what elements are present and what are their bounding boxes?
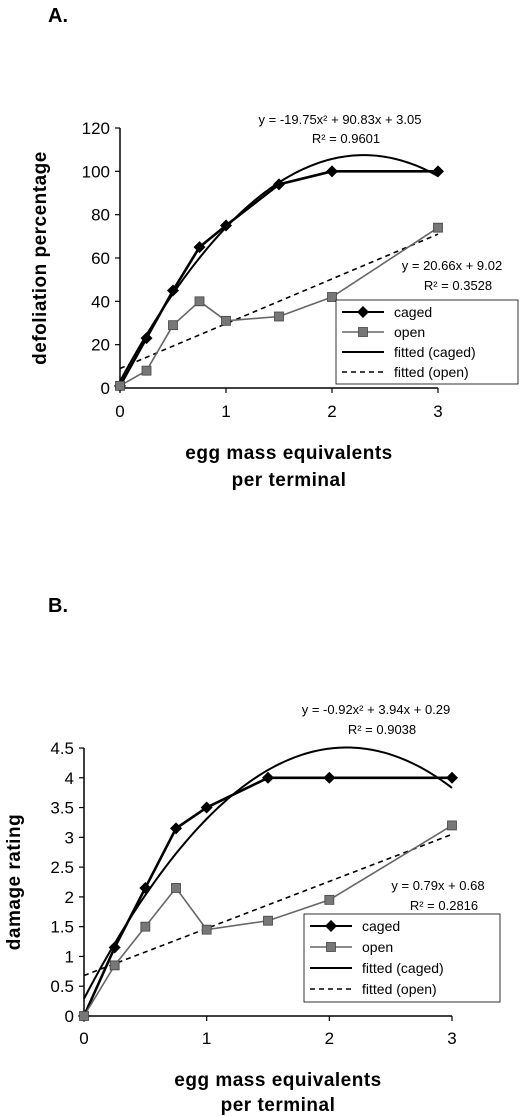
equation-caged: y = -0.92x² + 3.94x + 0.29: [302, 702, 451, 717]
series-open-point: [171, 883, 181, 893]
legend-box: [303, 913, 501, 1003]
legend-label: fitted (caged): [394, 344, 476, 360]
fitted-caged-curve: [83, 746, 453, 1000]
y-tick-label: 3: [65, 828, 74, 847]
series-caged-point: [139, 881, 152, 894]
series-caged-point: [273, 178, 285, 191]
series-caged-point: [326, 165, 338, 178]
series-open-point: [194, 296, 205, 307]
y-tick-label: 100: [82, 162, 110, 181]
y-tick-label: 80: [91, 206, 110, 225]
x-axis-title: egg mass equivalents: [185, 443, 392, 464]
series-open-point: [221, 315, 231, 326]
x-axis-title-line2: per terminal: [221, 1095, 336, 1116]
chart-panel-b: B. 0 0.5 1 1.5 2 2.5 3 3.5 4 4.5 0 1 2 3 egg mass equiv…: [4, 595, 501, 1116]
series-open-point: [79, 1011, 89, 1021]
r-squared-open: R² = 0.2816: [410, 898, 478, 913]
y-tick-label: 4: [65, 769, 74, 788]
series-open-point: [274, 311, 284, 322]
legend-open-marker: [358, 327, 368, 337]
panel-label: B.: [48, 595, 68, 617]
equation-open: y = 0.79x + 0.68: [391, 878, 484, 893]
y-tick-label: 2.5: [50, 858, 74, 877]
series-caged-point: [108, 941, 121, 954]
y-tick-label: 0: [101, 379, 110, 398]
series-caged-point: [140, 332, 153, 345]
x-axis-title: egg mass equivalents: [174, 1070, 381, 1091]
series-open-point: [324, 894, 335, 905]
series-open-point: [327, 292, 337, 302]
y-tick-label: 1: [65, 947, 74, 966]
legend-label: open: [394, 324, 425, 340]
chart-panel-a: A. 0 20 40 60 80 100 120 0 1 2 3 egg mass equivalent…: [30, 5, 519, 491]
series-open-point: [263, 915, 273, 926]
legend-open-marker: [326, 942, 336, 952]
series-caged-point: [200, 801, 213, 814]
y-tick-label: 60: [91, 249, 110, 268]
series-open-point: [115, 380, 125, 391]
fitted-open-line: [119, 233, 439, 370]
r-squared-caged: R² = 0.9601: [312, 131, 380, 146]
y-tick-label: 3.5: [50, 799, 74, 818]
legend: caged open fitted (caged) fitted (open): [303, 913, 501, 1003]
equation-caged: y = -19.75x² + 90.83x + 3.05: [259, 112, 422, 127]
y-tick-label: 1.5: [50, 918, 74, 937]
y-tick-label: 2: [65, 888, 74, 907]
series-caged-point: [220, 219, 232, 232]
series-open-line: [119, 227, 439, 387]
series-open-point: [141, 365, 152, 376]
x-tick-label: 3: [447, 1029, 456, 1048]
series-caged-point: [193, 241, 206, 254]
series-open-point: [433, 222, 443, 233]
panel-label: A.: [48, 5, 68, 27]
legend-label: caged: [362, 918, 400, 934]
legend-caged-marker: [357, 306, 369, 318]
legend-label: caged: [394, 304, 432, 320]
x-axis-title-line2: per terminal: [232, 470, 347, 491]
legend-label: open: [362, 939, 393, 955]
y-tick-label: 120: [82, 119, 110, 138]
series-caged-point: [446, 771, 458, 784]
series-open-point: [168, 320, 178, 331]
series-open-point: [140, 921, 151, 932]
x-tick-label: 1: [202, 1029, 211, 1048]
r-squared-caged: R² = 0.9038: [348, 722, 416, 737]
series-caged-point: [167, 284, 179, 297]
legend-label: fitted (open): [362, 981, 437, 997]
series-open-point: [447, 820, 457, 831]
legend-caged-marker: [325, 920, 337, 932]
series-caged-point: [262, 771, 274, 784]
y-tick-label: 4.5: [50, 739, 74, 758]
x-tick-label: 2: [327, 402, 336, 421]
x-tick-label: 0: [115, 402, 124, 421]
series-open-point: [109, 960, 120, 971]
series-open-line: [83, 824, 453, 1017]
y-tick-label: 20: [91, 336, 110, 355]
x-tick-label: 2: [325, 1029, 334, 1048]
fitted-open-line: [83, 833, 453, 977]
series-caged-line: [82, 776, 452, 1017]
y-tick-label: 0: [65, 1007, 74, 1026]
y-tick-label: 40: [91, 292, 110, 311]
x-tick-label: 3: [433, 402, 442, 421]
series-open-point: [201, 924, 212, 935]
series-caged-point: [323, 771, 336, 784]
legend: caged open fitted (caged) fitted (open): [335, 299, 519, 385]
series-caged-line: [118, 170, 438, 387]
y-axis-title: defoliation percentage: [30, 151, 51, 365]
series-caged-point: [432, 165, 444, 178]
series-caged-point: [170, 822, 182, 835]
legend-label: fitted (caged): [362, 960, 444, 976]
legend-label: fitted (open): [394, 364, 469, 380]
y-axis-title: damage rating: [4, 814, 25, 950]
x-tick-label: 0: [79, 1029, 88, 1048]
r-squared-open: R² = 0.3528: [424, 278, 492, 293]
y-tick-label: 0.5: [50, 977, 74, 996]
equation-open: y = 20.66x + 9.02: [402, 258, 502, 273]
x-tick-label: 1: [221, 402, 230, 421]
